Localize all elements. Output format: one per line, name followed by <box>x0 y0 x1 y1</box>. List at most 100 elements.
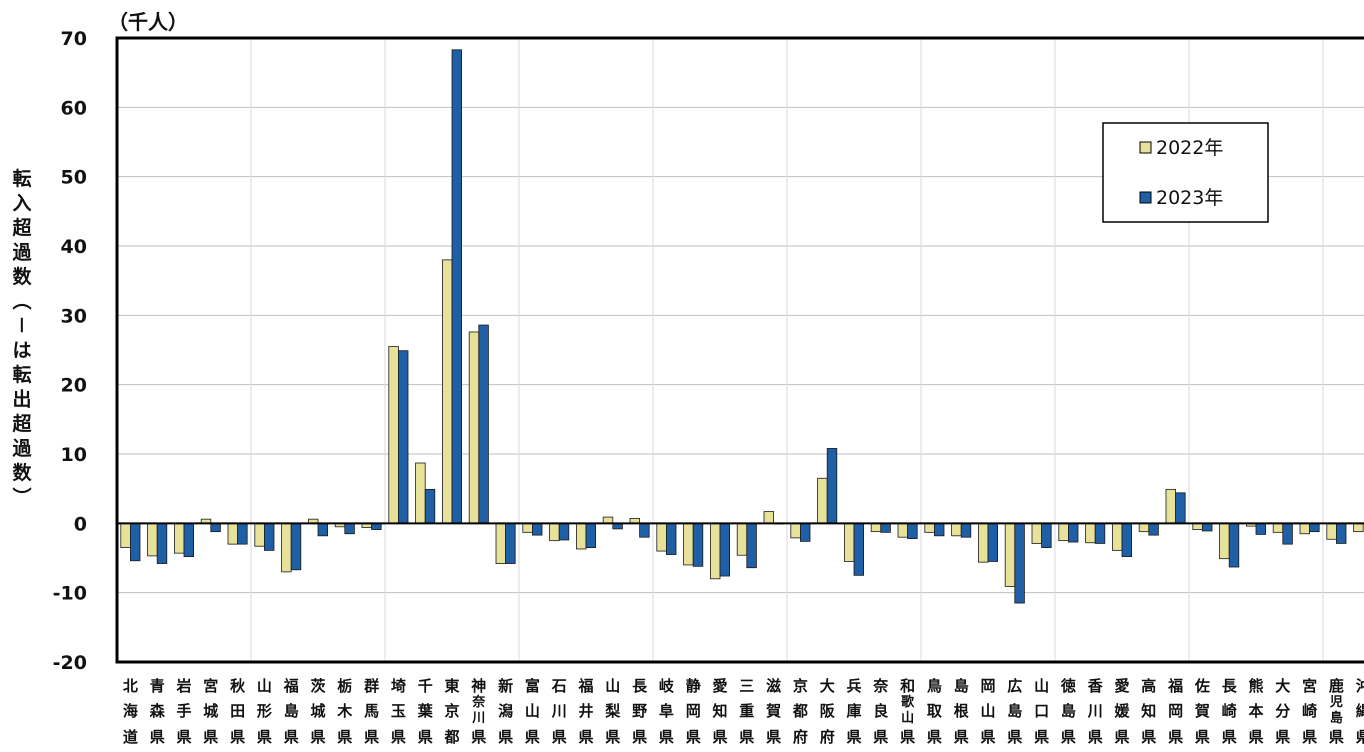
x-category-label: 千葉県 <box>417 677 434 746</box>
bar-2022 <box>549 522 560 542</box>
bar-2022 <box>1165 488 1177 524</box>
x-category-label: 佐賀県 <box>1194 677 1210 746</box>
bar-2022 <box>763 511 775 524</box>
bar-2023 <box>692 522 704 567</box>
x-category-label: 三重県 <box>739 677 754 746</box>
x-category-label: 滋賀県 <box>765 677 781 746</box>
bar-2023 <box>639 522 650 538</box>
bar-2023 <box>344 522 355 535</box>
y-axis-label-char: 数 <box>12 265 32 288</box>
x-category-label: 山形県 <box>257 677 272 746</box>
bar-2023 <box>156 522 168 564</box>
bar-2023 <box>1041 522 1052 548</box>
bar-2023 <box>585 522 597 548</box>
y-axis-label-char: ） <box>10 487 33 506</box>
bar-2023 <box>666 522 677 555</box>
x-category-label: 兵庫県 <box>846 677 861 746</box>
bar-2023 <box>129 522 141 562</box>
x-category-label: 沖縄県 <box>1356 677 1364 746</box>
bar-2023 <box>558 522 570 541</box>
y-tick-label: -20 <box>53 652 87 674</box>
x-category-label: 長崎県 <box>1222 677 1238 746</box>
y-axis-label-char: は <box>12 340 31 362</box>
x-category-label: 神奈川県 <box>471 677 486 746</box>
bar-2022 <box>147 522 158 557</box>
bar-2022 <box>736 522 748 556</box>
bar-2022 <box>173 522 185 554</box>
bar-2022 <box>120 522 131 548</box>
x-category-label: 岡山県 <box>980 677 995 746</box>
bar-2023 <box>397 350 409 524</box>
bar-2023 <box>1014 522 1025 604</box>
bar-2023 <box>1282 522 1293 545</box>
y-axis-label-char: （ <box>10 291 33 310</box>
x-category-label: 鳥取県 <box>927 677 943 746</box>
bar-2023 <box>1175 492 1186 524</box>
x-category-label: 山梨県 <box>604 677 620 746</box>
y-axis-label-char: 転 <box>12 168 31 190</box>
bar-2022 <box>227 522 239 545</box>
y-axis-label-char: 過 <box>12 242 32 264</box>
bar-2023 <box>1336 522 1347 544</box>
bar-2023 <box>960 522 972 538</box>
x-category-label: 宮崎県 <box>1302 677 1317 746</box>
x-category-label: 奈良県 <box>872 677 889 746</box>
bar-2022 <box>897 522 909 538</box>
x-category-label: 群馬県 <box>364 677 379 746</box>
bar-2022 <box>790 522 801 539</box>
bar-2023 <box>210 522 221 533</box>
bar-2022 <box>817 477 828 524</box>
bar-2022 <box>1219 522 1230 560</box>
bar-2023 <box>1255 522 1267 535</box>
bar-2023 <box>237 522 248 545</box>
bar-2023 <box>532 522 543 536</box>
x-category-label: 徳島県 <box>1060 677 1076 746</box>
bar-2022 <box>710 522 721 580</box>
bar-2022 <box>522 522 533 533</box>
x-category-label: 山口県 <box>1034 677 1049 746</box>
bar-2023 <box>1202 522 1213 532</box>
bar-2022 <box>870 522 882 533</box>
x-category-label: 岩手県 <box>175 677 191 746</box>
x-category-label: 青森県 <box>150 677 166 746</box>
bar-2022 <box>978 522 989 563</box>
bar-2023 <box>987 522 999 562</box>
bar-2022 <box>1299 522 1311 535</box>
bar-2022 <box>441 259 453 524</box>
y-tick-label: 0 <box>74 513 87 535</box>
bar-2023 <box>1121 522 1133 558</box>
bar-2023 <box>1148 522 1159 536</box>
x-category-label: 福岡県 <box>1167 677 1183 746</box>
x-category-label: 新潟県 <box>498 677 513 746</box>
x-category-label: 岐阜県 <box>659 677 675 746</box>
x-category-label: 静岡県 <box>686 677 701 746</box>
x-category-label: 長野県 <box>632 677 648 746</box>
bar-2023 <box>800 522 811 542</box>
bar-2022 <box>415 462 426 524</box>
bar-2023 <box>826 448 838 524</box>
y-tick-label: 20 <box>61 375 87 397</box>
bar-2022 <box>468 331 480 524</box>
bar-2023 <box>1094 522 1106 544</box>
x-category-label: 愛知県 <box>712 677 727 746</box>
bar-2022 <box>1138 522 1150 533</box>
bar-2022 <box>844 522 855 562</box>
legend-swatch-2022 <box>1139 141 1152 154</box>
bar-2022 <box>1058 522 1069 542</box>
x-category-label: 福島県 <box>283 677 299 746</box>
bar-2023 <box>1068 522 1079 543</box>
x-category-label: 京都府 <box>792 677 808 746</box>
bar-2023 <box>934 522 945 537</box>
y-tick-label: -10 <box>53 583 87 605</box>
x-category-label: 島根県 <box>954 677 969 746</box>
bar-2022 <box>576 522 587 550</box>
x-category-label: 東京都 <box>443 677 459 746</box>
bar-2023 <box>290 522 302 571</box>
x-category-label: 富山県 <box>525 677 540 746</box>
bar-2023 <box>853 522 865 576</box>
plot-area-frame <box>115 36 1364 664</box>
bar-2023 <box>746 522 757 569</box>
bar-2023 <box>1228 522 1240 568</box>
